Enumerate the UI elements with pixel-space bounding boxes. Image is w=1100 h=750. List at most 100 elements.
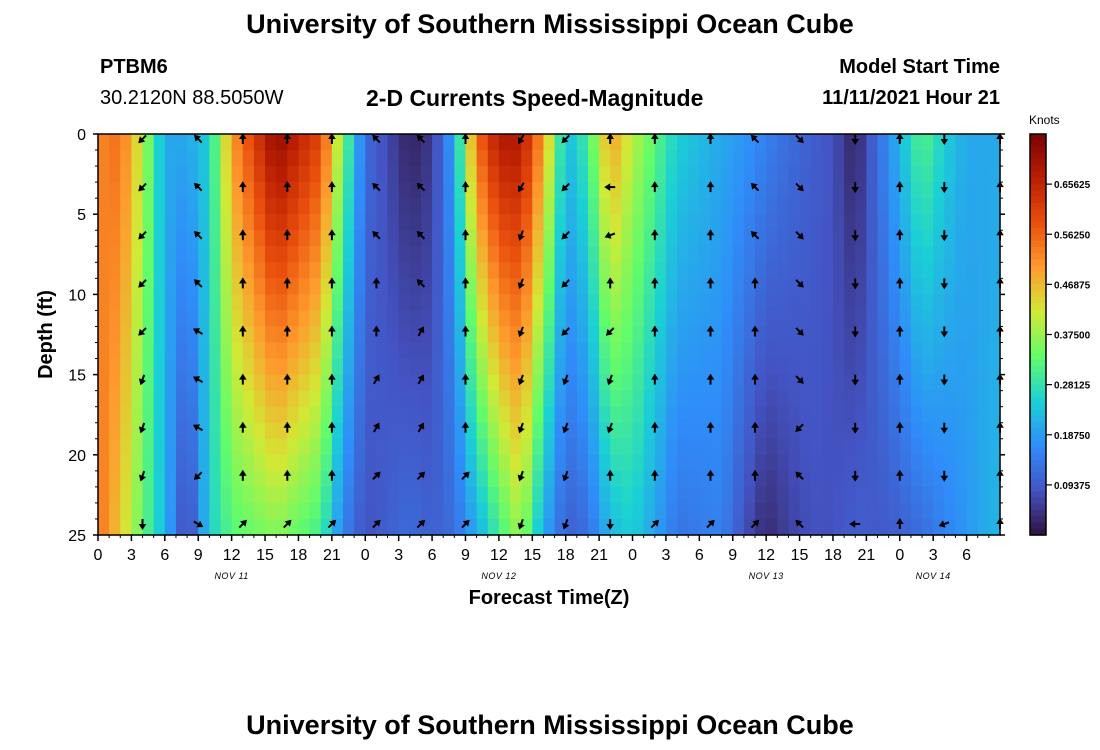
heatmap-cell [732, 278, 745, 295]
heatmap-cell [142, 454, 155, 472]
heatmap-cell [922, 262, 934, 279]
heatmap-cell [810, 454, 823, 472]
current-vector-head [706, 229, 715, 236]
heatmap-cell [777, 262, 790, 279]
heatmap-cell [432, 262, 444, 279]
heatmap-cell [487, 406, 500, 424]
heatmap-cell [721, 470, 734, 488]
heatmap-cell [198, 214, 210, 231]
heatmap-cell [276, 246, 288, 263]
colorbar-segment [1030, 378, 1046, 386]
heatmap-cell [142, 166, 155, 183]
current-vector [605, 327, 615, 336]
colorbar-segment [1030, 315, 1046, 323]
heatmap-cell [710, 486, 723, 504]
heatmap-cell [888, 150, 901, 167]
heatmap-cell [443, 438, 455, 456]
heatmap-cell [587, 230, 600, 247]
heatmap-cell [610, 166, 622, 183]
heatmap-cell [910, 230, 923, 247]
heatmap-cell [688, 438, 700, 456]
current-vector [851, 470, 859, 482]
current-vector [651, 325, 659, 337]
heatmap-cell [632, 134, 645, 151]
heatmap-cell [98, 150, 110, 167]
heatmap-cell [832, 326, 845, 344]
heatmap-cell [910, 486, 923, 504]
heatmap-cell [788, 422, 801, 440]
heatmap-cell [632, 406, 645, 424]
current-vector-head [752, 519, 760, 527]
heatmap-cell [933, 134, 945, 151]
heatmap-cell [866, 214, 879, 231]
heatmap-cell [521, 470, 533, 488]
current-vector [604, 183, 616, 191]
heatmap-cell [487, 198, 500, 215]
heatmap-cell [543, 486, 556, 504]
heatmap-cell [175, 374, 188, 392]
heatmap-cell [365, 358, 377, 376]
heatmap-cell [988, 134, 1001, 151]
heatmap-cell [432, 134, 444, 151]
heatmap-cell [432, 230, 444, 247]
current-vector-head [851, 187, 859, 194]
heatmap-cell [432, 326, 444, 344]
heatmap-cell [220, 438, 233, 456]
heatmap-cell [933, 262, 945, 279]
heatmap-cell [398, 326, 411, 344]
heatmap-cell [699, 438, 712, 456]
heatmap-cell [131, 166, 144, 183]
heatmap-cell [320, 166, 333, 183]
heatmap-cell [621, 214, 634, 231]
heatmap-cell [576, 294, 589, 312]
current-vector-head [328, 373, 336, 380]
heatmap-cell [743, 326, 756, 344]
heatmap-cell [398, 438, 411, 456]
heatmap-cell [710, 358, 723, 376]
heatmap-cell [988, 230, 1001, 247]
colorbar-segment [1030, 472, 1046, 480]
heatmap-cell [576, 374, 589, 392]
heatmap-cell [721, 294, 734, 312]
heatmap-cell [432, 198, 444, 215]
heatmap-cell [198, 246, 210, 263]
heatmap-cell [420, 486, 433, 504]
heatmap-cell [755, 278, 767, 295]
heatmap-cell [487, 278, 500, 295]
heatmap-cell [209, 150, 222, 167]
heatmap-cell [521, 454, 533, 472]
heatmap-cell [688, 294, 700, 312]
heatmap-cell [298, 262, 311, 279]
heatmap-cell [432, 342, 444, 360]
heatmap-cell [153, 150, 166, 167]
heatmap-cell [198, 342, 210, 360]
heatmap-cell [543, 150, 556, 167]
current-vector [517, 230, 525, 241]
heatmap-cell [710, 278, 723, 295]
heatmap-cell [287, 422, 300, 440]
heatmap-cell [409, 390, 422, 408]
heatmap-cell [309, 294, 322, 312]
heatmap-cell [510, 438, 522, 456]
heatmap-cell [454, 182, 467, 199]
current-vector-head [851, 427, 859, 434]
heatmap-cell [654, 262, 667, 279]
current-vector [751, 373, 759, 385]
heatmap-cell [231, 390, 244, 408]
heatmap-cell [164, 134, 177, 151]
heatmap-cell [955, 198, 968, 215]
heatmap-cell [521, 374, 533, 392]
current-vector [138, 230, 147, 240]
current-vector [896, 325, 904, 337]
colorbar-tick-label: 0.37500 [1054, 331, 1091, 342]
heatmap-cell [98, 390, 110, 408]
heatmap-cell [220, 374, 233, 392]
heatmap-cell [231, 214, 244, 231]
heatmap-cell [732, 406, 745, 424]
heatmap-cell [866, 470, 879, 488]
heatmap-cell [966, 422, 979, 440]
heatmap-cell [265, 358, 277, 376]
heatmap-cell [476, 166, 489, 183]
heatmap-cell [198, 406, 210, 424]
